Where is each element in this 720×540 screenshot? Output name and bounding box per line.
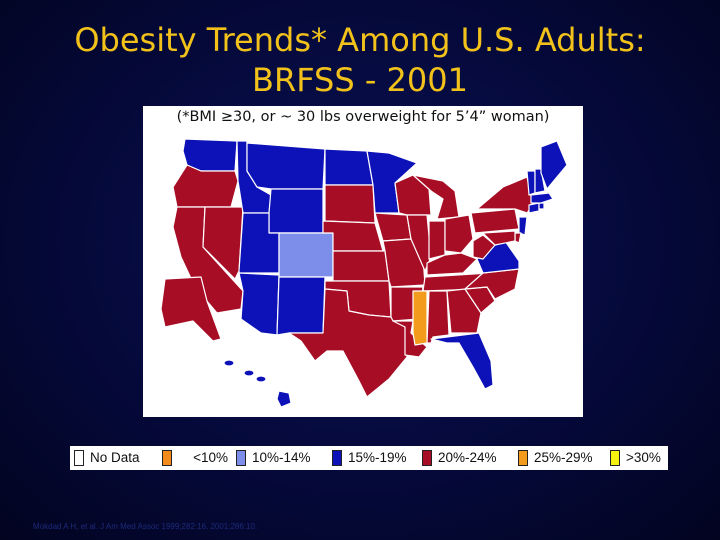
state-ak (160, 276, 222, 342)
state-tx (288, 288, 408, 398)
state-az (238, 272, 280, 336)
legend-item: >30% (606, 446, 668, 470)
legend-label: >30% (626, 450, 661, 465)
title-line-1: Obesity Trends* Among U.S. Adults: (74, 21, 646, 59)
state-pa (470, 208, 520, 234)
legend-label: 15%-19% (348, 450, 407, 465)
bmi-subtitle: (*BMI ≥30, or ~ 30 lbs overweight for 5’… (143, 106, 583, 129)
state-mt (246, 142, 326, 190)
legend-label: No Data (90, 450, 140, 465)
legend-swatch (162, 450, 172, 466)
legend-swatch (236, 450, 246, 466)
state-nv (202, 206, 244, 280)
legend-item: 15%-19% (328, 446, 418, 470)
legend-label: 20%-24% (438, 450, 497, 465)
state-nj (518, 216, 528, 236)
legend-swatch (74, 450, 84, 466)
legend-item: 10%-14% (232, 446, 328, 470)
state-co (278, 232, 334, 278)
legend-swatch (422, 450, 432, 466)
state-hi-islet-1 (223, 359, 235, 367)
state-or (172, 164, 239, 208)
legend-swatch (518, 450, 528, 466)
state-de (514, 232, 522, 244)
legend-item: No Data (70, 446, 158, 470)
map-legend: No Data <10% 10%-14% 15%-19% 20%-24% 25%-29% >… (70, 446, 668, 470)
state-in (428, 220, 446, 260)
state-ga (446, 288, 482, 334)
state-ks (332, 250, 390, 282)
state-ma (530, 192, 554, 204)
state-ct (528, 202, 540, 214)
title-line-2: BRFSS - 2001 (252, 61, 468, 99)
state-ri (538, 202, 545, 210)
state-nd (324, 148, 374, 186)
state-vt (526, 170, 536, 196)
state-wv (472, 234, 496, 260)
state-hi (276, 390, 292, 408)
legend-item: <10% (158, 446, 232, 470)
state-ia (374, 212, 412, 242)
us-map-panel (143, 129, 583, 417)
source-citation: Mokdad A H, et al. J Am Med Assoc 1999;2… (33, 522, 258, 531)
state-oh (444, 214, 474, 254)
legend-label: 25%-29% (534, 450, 593, 465)
legend-label: 10%-14% (252, 450, 311, 465)
state-me (540, 140, 568, 190)
state-al (426, 290, 450, 344)
us-obesity-map (160, 138, 568, 408)
legend-item: 20%-24% (418, 446, 514, 470)
legend-swatch (610, 450, 620, 466)
legend-label: <10% (193, 450, 228, 465)
state-md (482, 230, 516, 246)
state-ny (476, 176, 534, 214)
state-wy (268, 188, 324, 234)
state-fl (430, 332, 494, 390)
state-hi-islet-3 (255, 375, 267, 383)
state-nh (534, 168, 546, 194)
state-nm (276, 276, 326, 336)
state-ms (412, 290, 428, 346)
legend-swatch (332, 450, 342, 466)
legend-item: 25%-29% (514, 446, 606, 470)
state-sd (324, 184, 376, 224)
state-hi-islet-2 (243, 369, 255, 377)
